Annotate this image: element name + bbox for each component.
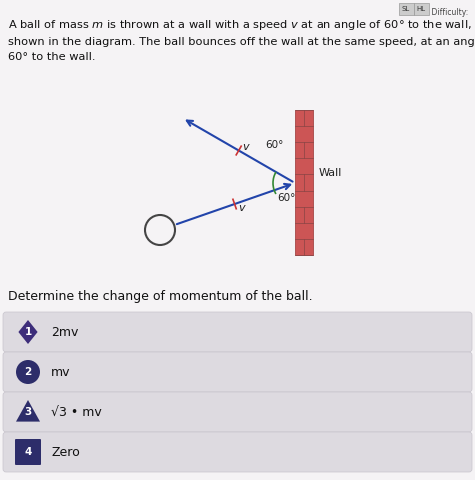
Text: 2: 2 [24,367,32,377]
Text: $v$: $v$ [238,203,247,213]
FancyBboxPatch shape [414,3,429,15]
Text: SL: SL [402,6,410,12]
Text: 60°: 60° [277,193,295,203]
Text: √3 • mv: √3 • mv [51,406,102,419]
FancyBboxPatch shape [3,432,472,472]
Text: HL: HL [417,6,426,12]
FancyBboxPatch shape [3,312,472,352]
Text: $v$: $v$ [242,142,251,152]
Text: A ball of mass $m$ is thrown at a wall with a speed $v$ at an angle of 60° to th: A ball of mass $m$ is thrown at a wall w… [8,18,475,61]
Text: 1: 1 [24,327,32,337]
Text: 60°: 60° [265,140,284,150]
Text: SL  HL  Difficulty:: SL HL Difficulty: [403,8,468,17]
Circle shape [16,360,40,384]
Text: Wall: Wall [319,168,342,178]
FancyBboxPatch shape [15,439,41,465]
Text: 3: 3 [24,407,32,417]
FancyBboxPatch shape [399,3,414,15]
Text: Zero: Zero [51,445,80,458]
Bar [295,110,313,255]
FancyBboxPatch shape [3,352,472,392]
Text: 4: 4 [24,447,32,457]
Text: Determine the change of momentum of the ball.: Determine the change of momentum of the … [8,290,313,303]
FancyBboxPatch shape [3,392,472,432]
Text: 2mv: 2mv [51,325,78,338]
Polygon shape [16,400,40,421]
Polygon shape [19,320,38,344]
Text: mv: mv [51,365,70,379]
